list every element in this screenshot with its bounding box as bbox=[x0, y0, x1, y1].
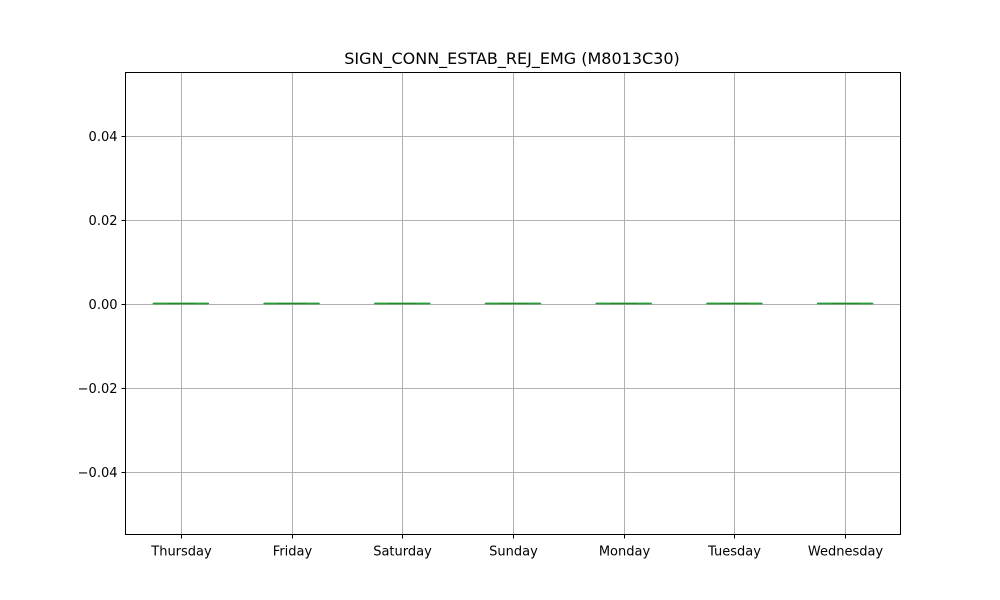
y-tick-label: −0.04 bbox=[78, 466, 118, 481]
x-tick-label: Monday bbox=[599, 545, 651, 560]
x-tick-label: Saturday bbox=[373, 545, 432, 560]
y-tick-label: 0.00 bbox=[89, 298, 118, 313]
x-tick-label: Friday bbox=[273, 545, 313, 560]
x-tick-label: Sunday bbox=[489, 545, 538, 560]
tick-layer: −0.04 −0.02 0.00 0.02 0.04 Thursday Friday Satu… bbox=[78, 130, 884, 560]
x-tick-label: Wednesday bbox=[808, 545, 884, 560]
x-tick-label: Tuesday bbox=[707, 545, 761, 560]
y-tick-label: −0.02 bbox=[78, 382, 118, 397]
x-tick-label: Thursday bbox=[150, 545, 212, 560]
y-tick-label: 0.04 bbox=[89, 130, 118, 145]
chart-title: SIGN_CONN_ESTAB_REJ_EMG (M8013C30) bbox=[344, 49, 680, 69]
y-tick-label: 0.02 bbox=[89, 214, 118, 229]
